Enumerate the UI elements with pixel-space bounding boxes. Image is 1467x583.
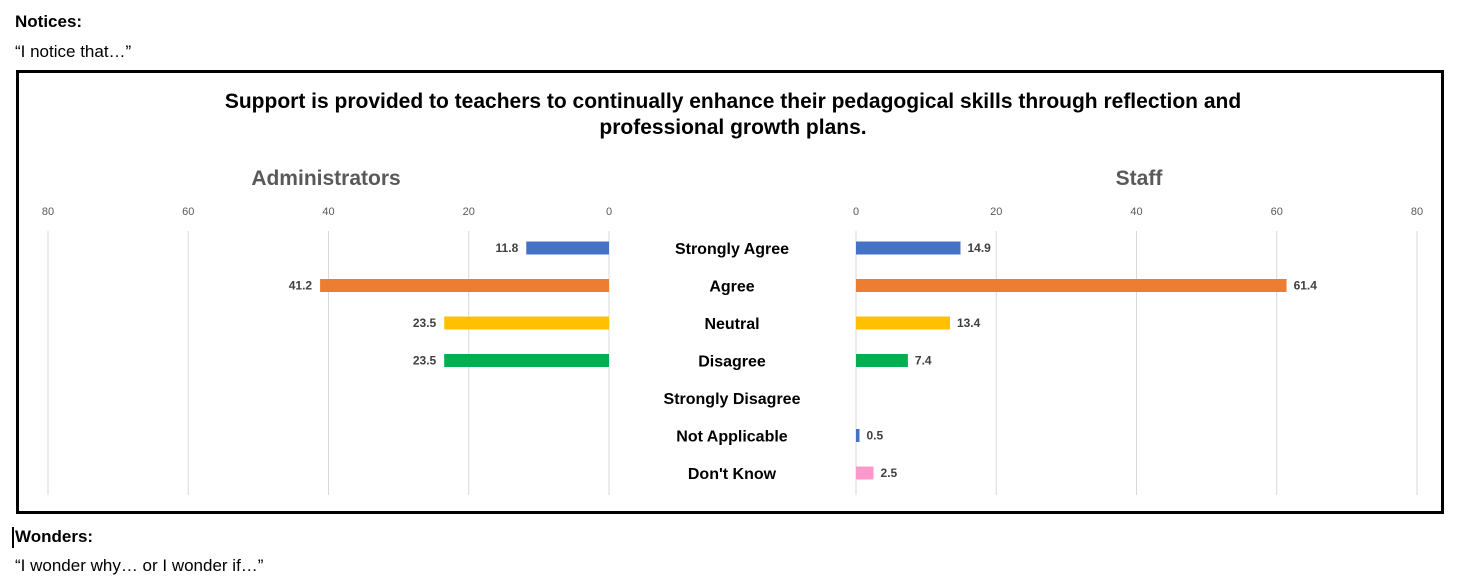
bar-right-0 — [856, 241, 961, 255]
category-label-5: Not Applicable — [676, 429, 788, 446]
data-label-right-3: 7.4 — [915, 354, 932, 368]
bar-left-1 — [320, 279, 609, 292]
tick-label-right-2: 40 — [1130, 206, 1142, 218]
category-label-6: Don't Know — [688, 466, 777, 483]
data-label-right-5: 0.5 — [867, 429, 884, 443]
bar-left-0 — [526, 241, 609, 255]
chart-title: Support is provided to teachers to conti… — [19, 89, 1447, 141]
bar-right-3 — [856, 354, 908, 367]
data-label-right-2: 13.4 — [957, 316, 981, 330]
data-label-left-2: 23.5 — [413, 316, 437, 330]
category-label-0: Strongly Agree — [675, 241, 789, 258]
diverging-bar-chart: 0 20 40 60 80 Administrators 11.8 41.2 23.5 23.5 0… — [42, 167, 1423, 495]
category-label-4: Strongly Disagree — [664, 391, 801, 408]
chart-title-line-1: Support is provided to teachers to conti… — [224, 90, 1242, 113]
chart-title-line-2: professional growth plans. — [599, 116, 867, 139]
bar-right-1 — [856, 279, 1287, 292]
tick-label-right-1: 20 — [990, 206, 1002, 218]
data-label-right-6: 2.5 — [881, 466, 898, 480]
bar-right-5 — [856, 429, 860, 442]
chart-frame: Support is provided to teachers to conti… — [16, 70, 1444, 514]
tick-label-right-4: 80 — [1411, 206, 1423, 218]
text-cursor — [12, 527, 14, 548]
data-label-right-0: 14.9 — [967, 241, 991, 255]
tick-label-right-0: 0 — [853, 206, 859, 218]
bar-left-3 — [444, 354, 609, 367]
bar-left-2 — [444, 316, 609, 330]
wonders-prompt[interactable]: “I wonder why… or I wonder if…” — [15, 556, 264, 575]
category-label-1: Agree — [709, 279, 754, 296]
data-label-left-1: 41.2 — [289, 279, 313, 293]
category-label-3: Disagree — [698, 354, 766, 371]
data-label-right-1: 61.4 — [1294, 279, 1318, 293]
panel-title-right: Staff — [1116, 167, 1164, 190]
notices-heading: Notices: — [15, 12, 83, 31]
tick-label-left-3: 60 — [182, 206, 194, 218]
bar-right-2 — [856, 316, 950, 330]
panel-title-left: Administrators — [251, 167, 400, 190]
bar-right-6 — [856, 466, 874, 480]
tick-label-left-0: 0 — [606, 206, 612, 218]
tick-label-left-2: 40 — [322, 206, 334, 218]
wonders-heading: Wonders: — [15, 527, 94, 546]
tick-label-left-1: 20 — [463, 206, 475, 218]
notices-prompt[interactable]: “I notice that…” — [15, 42, 132, 61]
data-label-left-3: 23.5 — [413, 354, 437, 368]
category-label-2: Neutral — [704, 316, 759, 333]
tick-label-right-3: 60 — [1271, 206, 1283, 218]
tick-label-left-4: 80 — [42, 206, 54, 218]
data-label-left-0: 11.8 — [496, 241, 519, 255]
